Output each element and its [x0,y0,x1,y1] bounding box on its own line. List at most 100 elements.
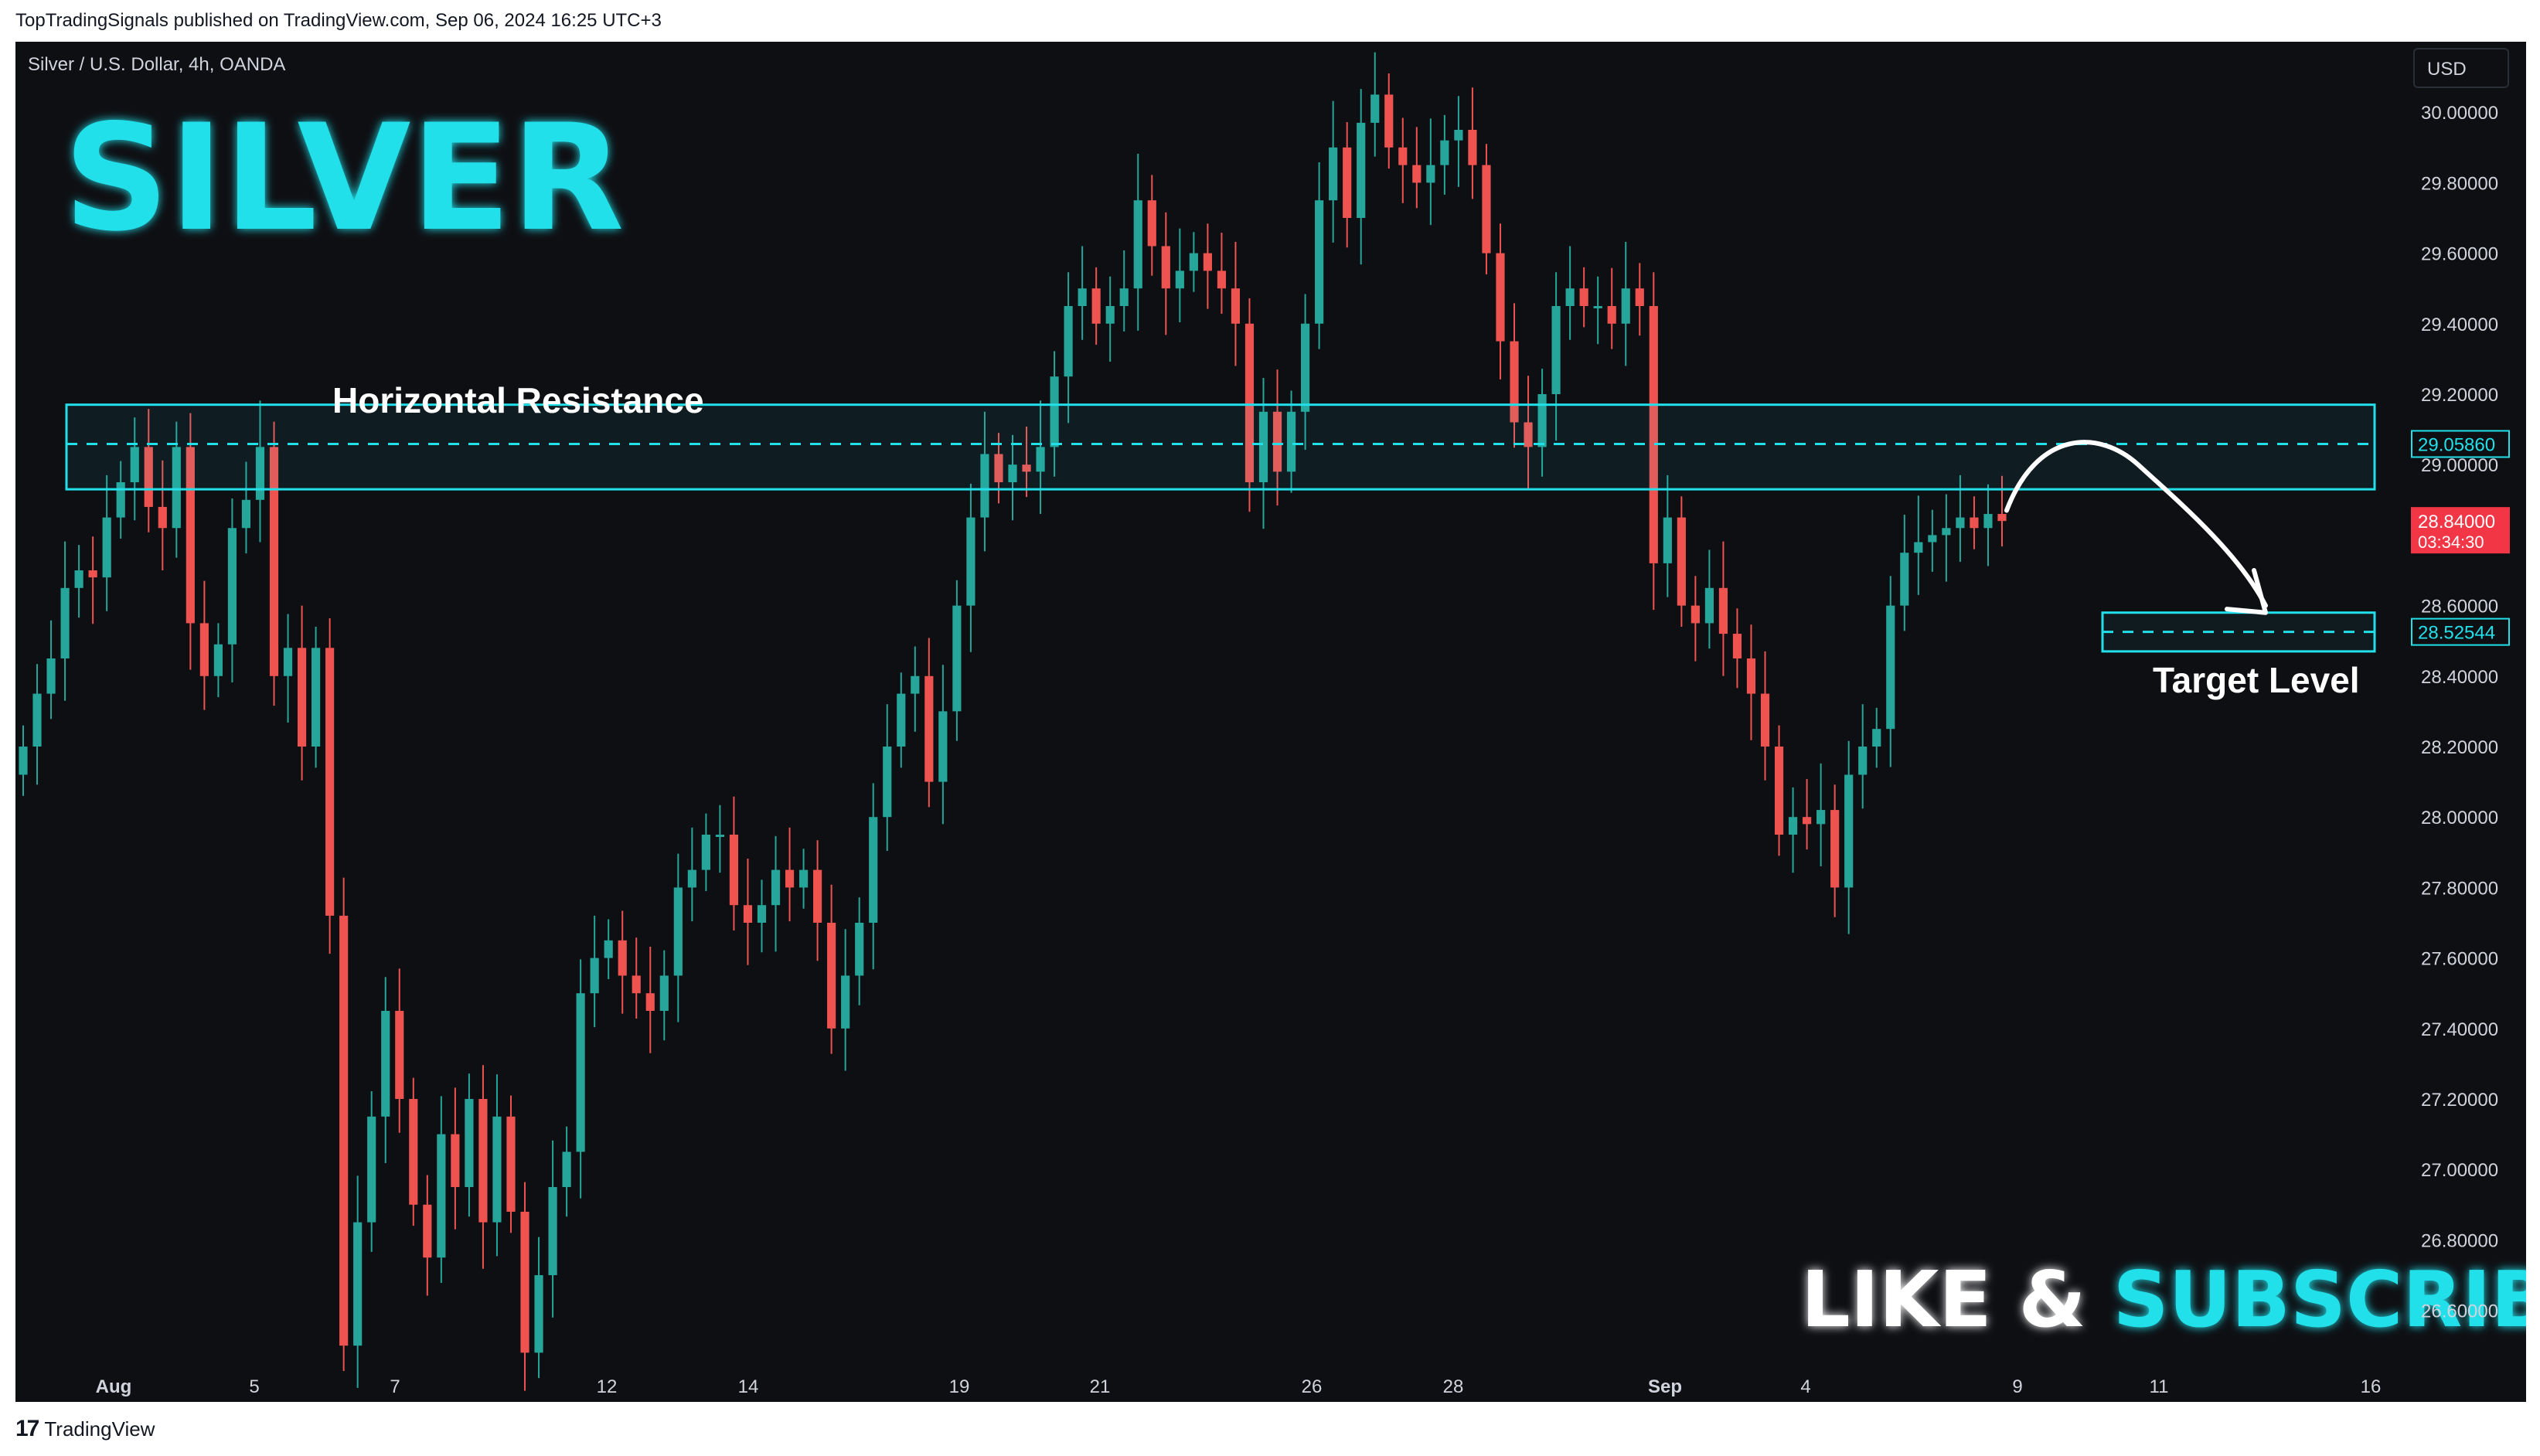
candle-body [1258,411,1268,482]
candle-body [1510,341,1519,423]
candle-body [186,447,195,624]
candles-layer [19,52,2007,1391]
candle-body [1050,376,1059,447]
price-axis: 30.00000 29.80000 29.60000 29.40000 29.20000… [2411,103,2510,1322]
time-tick-label: Sep [1648,1376,1682,1397]
time-tick-label: 26 [1302,1376,1323,1397]
candle-body [1036,447,1045,472]
candle-body [1663,517,1672,563]
candle-body [952,605,962,712]
candle-body [1022,464,1031,472]
candle-body [1858,747,1868,775]
candle-body [1329,147,1338,201]
candle-body [423,1204,432,1258]
candle-body [1690,605,1700,624]
candle-body [60,587,70,658]
price-tick-label: 28.40000 [2421,667,2498,688]
projection-arrowhead-icon [2225,568,2268,615]
candle-body [46,658,56,694]
time-tick-label: 21 [1090,1376,1111,1397]
candle-body [1732,634,1742,658]
price-tick-label: 29.20000 [2421,385,2498,406]
candle-body [1161,246,1170,289]
candle-body [980,454,989,518]
candle-body [116,482,125,518]
candle-body [283,648,293,676]
candle-body [1551,306,1561,394]
candle-body [74,570,83,588]
projection-arrow [2004,440,2268,608]
candle-body [1315,200,1324,324]
candle-body [269,447,279,676]
candle-body [1008,464,1017,482]
candle-body [827,923,836,1029]
price-tick-label: 27.00000 [2421,1160,2498,1181]
time-tick-label: 19 [949,1376,970,1397]
time-tick-label: 7 [390,1376,400,1397]
candle-body [1956,517,1965,529]
like-subscribe-cta: LIKE & SUBSCRIBE [1801,1254,2526,1345]
candle-body [715,835,724,837]
time-tick-label: 12 [597,1376,618,1397]
candle-body [437,1134,446,1258]
candle-body [701,835,710,870]
candle-body [158,506,167,529]
candle-body [1607,306,1616,324]
price-tick-label: 27.40000 [2421,1019,2498,1040]
candle-body [1942,528,1951,536]
time-tick-label: 9 [2012,1376,2022,1397]
candle-body [757,905,767,923]
candle-body [478,1099,488,1223]
candle-body [1816,810,1826,825]
footer: 17 TradingView [0,1402,2540,1456]
candle-body [1649,306,1658,563]
silver-title: SILVER [63,93,625,264]
candle-body [1746,658,1756,694]
resistance-label: Horizontal Resistance [332,380,704,420]
candle-body [1244,323,1255,482]
candlestick-chart[interactable]: SILVER Horizontal Resistance Target Level L… [15,42,2526,1402]
candle-body [1064,306,1073,377]
time-tick-label: 5 [249,1376,259,1397]
price-tag-current_price [2411,507,2510,554]
candle-body [1704,587,1714,624]
time-tick-label: 14 [738,1376,759,1397]
candle-body [1886,605,1895,730]
candle-body [548,1187,557,1275]
candle-body [1635,288,1644,306]
candle-body [729,835,739,906]
candle-body [1384,94,1394,148]
candle-body [994,454,1003,482]
time-tick-label: 11 [2150,1376,2169,1397]
candle-body [1914,542,1923,553]
candle-body [1537,394,1547,447]
candle-body [1593,306,1602,308]
candle-body [1454,130,1463,141]
chart-frame[interactable]: SILVER Horizontal Resistance Target Level L… [15,42,2526,1402]
candle-body [1370,94,1380,123]
candle-body [1343,147,1352,218]
candle-body [618,940,627,976]
candle-body [1579,288,1588,306]
price-tick-label: 27.20000 [2421,1090,2498,1111]
tradingview-logo-icon: 17 [15,1416,39,1441]
candle-body [465,1099,474,1187]
candle-body [339,915,349,1346]
candle-body [395,1011,404,1099]
price-tag-resistance_level [2411,430,2510,458]
tradingview-logo[interactable]: 17 TradingView [15,1416,155,1442]
candle-body [32,693,42,747]
candle-body [520,1211,529,1353]
candle-body [1412,165,1422,183]
candle-body [1426,165,1435,183]
candle-body [325,648,335,916]
candle-body [1203,253,1212,271]
candle-body [1482,165,1491,253]
price-tick-label: 29.00000 [2421,455,2498,476]
candle-body [673,887,683,976]
candle-body [241,499,251,529]
candle-body [381,1011,390,1117]
candle-body [1231,288,1241,324]
currency-button[interactable]: USD [2413,48,2509,88]
candle-body [102,517,111,578]
